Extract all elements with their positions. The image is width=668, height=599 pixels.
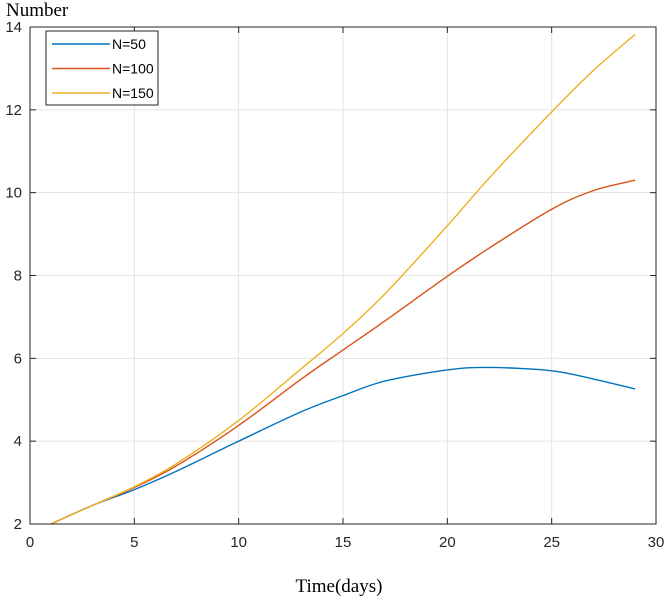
series-lines: [50, 33, 636, 525]
x-tick-label: 30: [648, 534, 665, 551]
y-tick-label: 14: [5, 19, 22, 36]
x-tick-label: 15: [335, 534, 352, 551]
y-tick-label: 6: [14, 350, 22, 367]
x-tick-label: 25: [543, 534, 560, 551]
x-axis-title: Time(days): [296, 576, 383, 597]
legend-label-n-50: N=50: [112, 36, 146, 52]
series-line-n-100: [50, 179, 636, 525]
y-tick-label: 12: [5, 102, 22, 119]
series-line-n-50: [50, 366, 636, 525]
y-axis-title: Number: [6, 0, 69, 21]
legend-label-n-150: N=150: [112, 85, 154, 101]
axis-ticks: 0 5 10 15 20 25 30 2 4 6 8 10 12 14: [5, 19, 664, 551]
y-tick-label: 10: [5, 185, 22, 202]
x-tick-label: 20: [439, 534, 456, 551]
legend: N=50 N=100 N=150: [45, 30, 159, 106]
grid-lines: [30, 27, 656, 524]
x-tick-label: 10: [230, 534, 247, 551]
y-tick-label: 2: [14, 516, 22, 533]
y-tick-label: 8: [14, 268, 22, 285]
x-tick-label: 5: [130, 534, 138, 551]
y-tick-label: 4: [14, 433, 22, 450]
legend-label-n-100: N=100: [112, 61, 154, 77]
x-tick-label: 0: [26, 534, 34, 551]
series-line-n-150: [50, 33, 636, 525]
